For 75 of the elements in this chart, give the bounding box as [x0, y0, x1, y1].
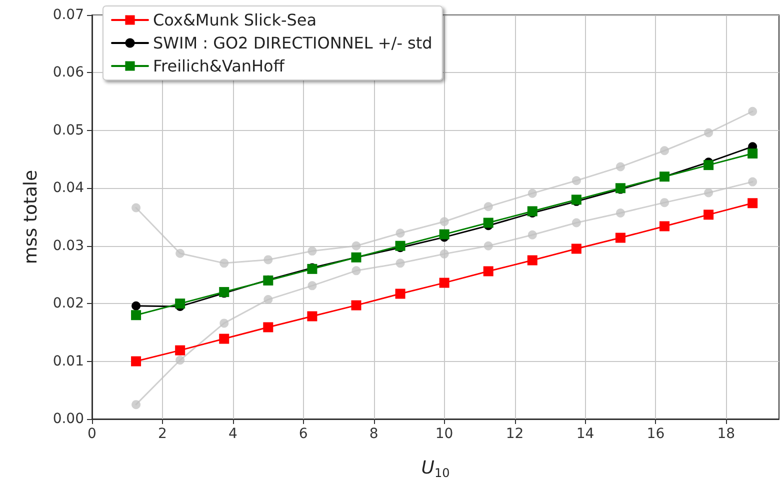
point — [263, 322, 274, 332]
point — [483, 266, 494, 276]
point — [352, 241, 361, 250]
x-tick-label: 0 — [88, 426, 96, 442]
x-tick-label: 18 — [717, 426, 736, 442]
point — [219, 334, 230, 344]
point — [131, 310, 142, 320]
point — [176, 356, 185, 365]
point — [352, 266, 361, 276]
point — [351, 300, 362, 310]
point — [307, 311, 318, 322]
y-axis-title: mss totale — [20, 170, 42, 264]
point — [264, 295, 273, 304]
legend-label: Freilich&VanHoff — [153, 56, 286, 76]
y-tick-label: 0.03 — [52, 238, 84, 254]
y-tick-label: 0.04 — [52, 180, 84, 196]
point — [483, 218, 494, 228]
point — [132, 400, 141, 410]
point — [440, 217, 449, 226]
x-tick-label: 14 — [576, 426, 594, 442]
point — [131, 356, 142, 366]
point — [572, 176, 581, 186]
point — [748, 177, 758, 186]
x-tick-label: 8 — [369, 426, 378, 442]
point — [439, 278, 450, 288]
point — [395, 240, 406, 251]
y-tick-label: 0.01 — [52, 353, 84, 370]
y-tick-label: 0.07 — [52, 7, 84, 23]
point — [396, 228, 405, 238]
point — [528, 188, 537, 198]
point — [308, 281, 317, 290]
x-tick-label: 12 — [506, 426, 524, 442]
point — [220, 258, 229, 268]
point — [220, 318, 229, 328]
point — [175, 345, 186, 356]
point — [615, 232, 626, 243]
legend-label: Cox&Munk Slick-Sea — [153, 10, 317, 30]
point — [704, 210, 714, 220]
point — [484, 202, 493, 212]
point — [395, 288, 406, 299]
point — [704, 188, 714, 198]
point — [308, 246, 317, 256]
point — [748, 106, 758, 116]
point — [440, 249, 449, 258]
y-tick-label: 0.05 — [52, 122, 84, 138]
point — [264, 255, 273, 264]
point — [439, 229, 450, 240]
point — [660, 146, 669, 156]
y-tick-label: 0.06 — [52, 64, 84, 81]
point — [616, 208, 625, 218]
point — [396, 258, 405, 268]
point — [748, 148, 758, 159]
point — [660, 221, 670, 232]
x-tick-label: 16 — [646, 426, 665, 442]
legend-label: SWIM : GO2 DIRECTIONNEL +/- std — [153, 34, 432, 52]
point — [132, 301, 141, 310]
point — [527, 255, 538, 266]
point — [572, 218, 581, 228]
point — [176, 248, 185, 258]
point — [660, 198, 669, 208]
point — [704, 160, 714, 170]
x-tick-label: 4 — [228, 426, 238, 442]
point — [571, 244, 582, 254]
x-tick-label: 10 — [435, 426, 454, 442]
y-tick-label: 0.02 — [52, 296, 84, 312]
point — [748, 198, 758, 208]
point — [132, 203, 141, 212]
point — [704, 128, 714, 138]
point — [528, 230, 537, 240]
y-tick-label: 0.00 — [52, 411, 84, 427]
x-tick-label: 2 — [158, 426, 167, 442]
point — [616, 162, 625, 172]
point — [484, 241, 493, 250]
point — [175, 298, 186, 309]
x-tick-label: 6 — [298, 426, 308, 442]
